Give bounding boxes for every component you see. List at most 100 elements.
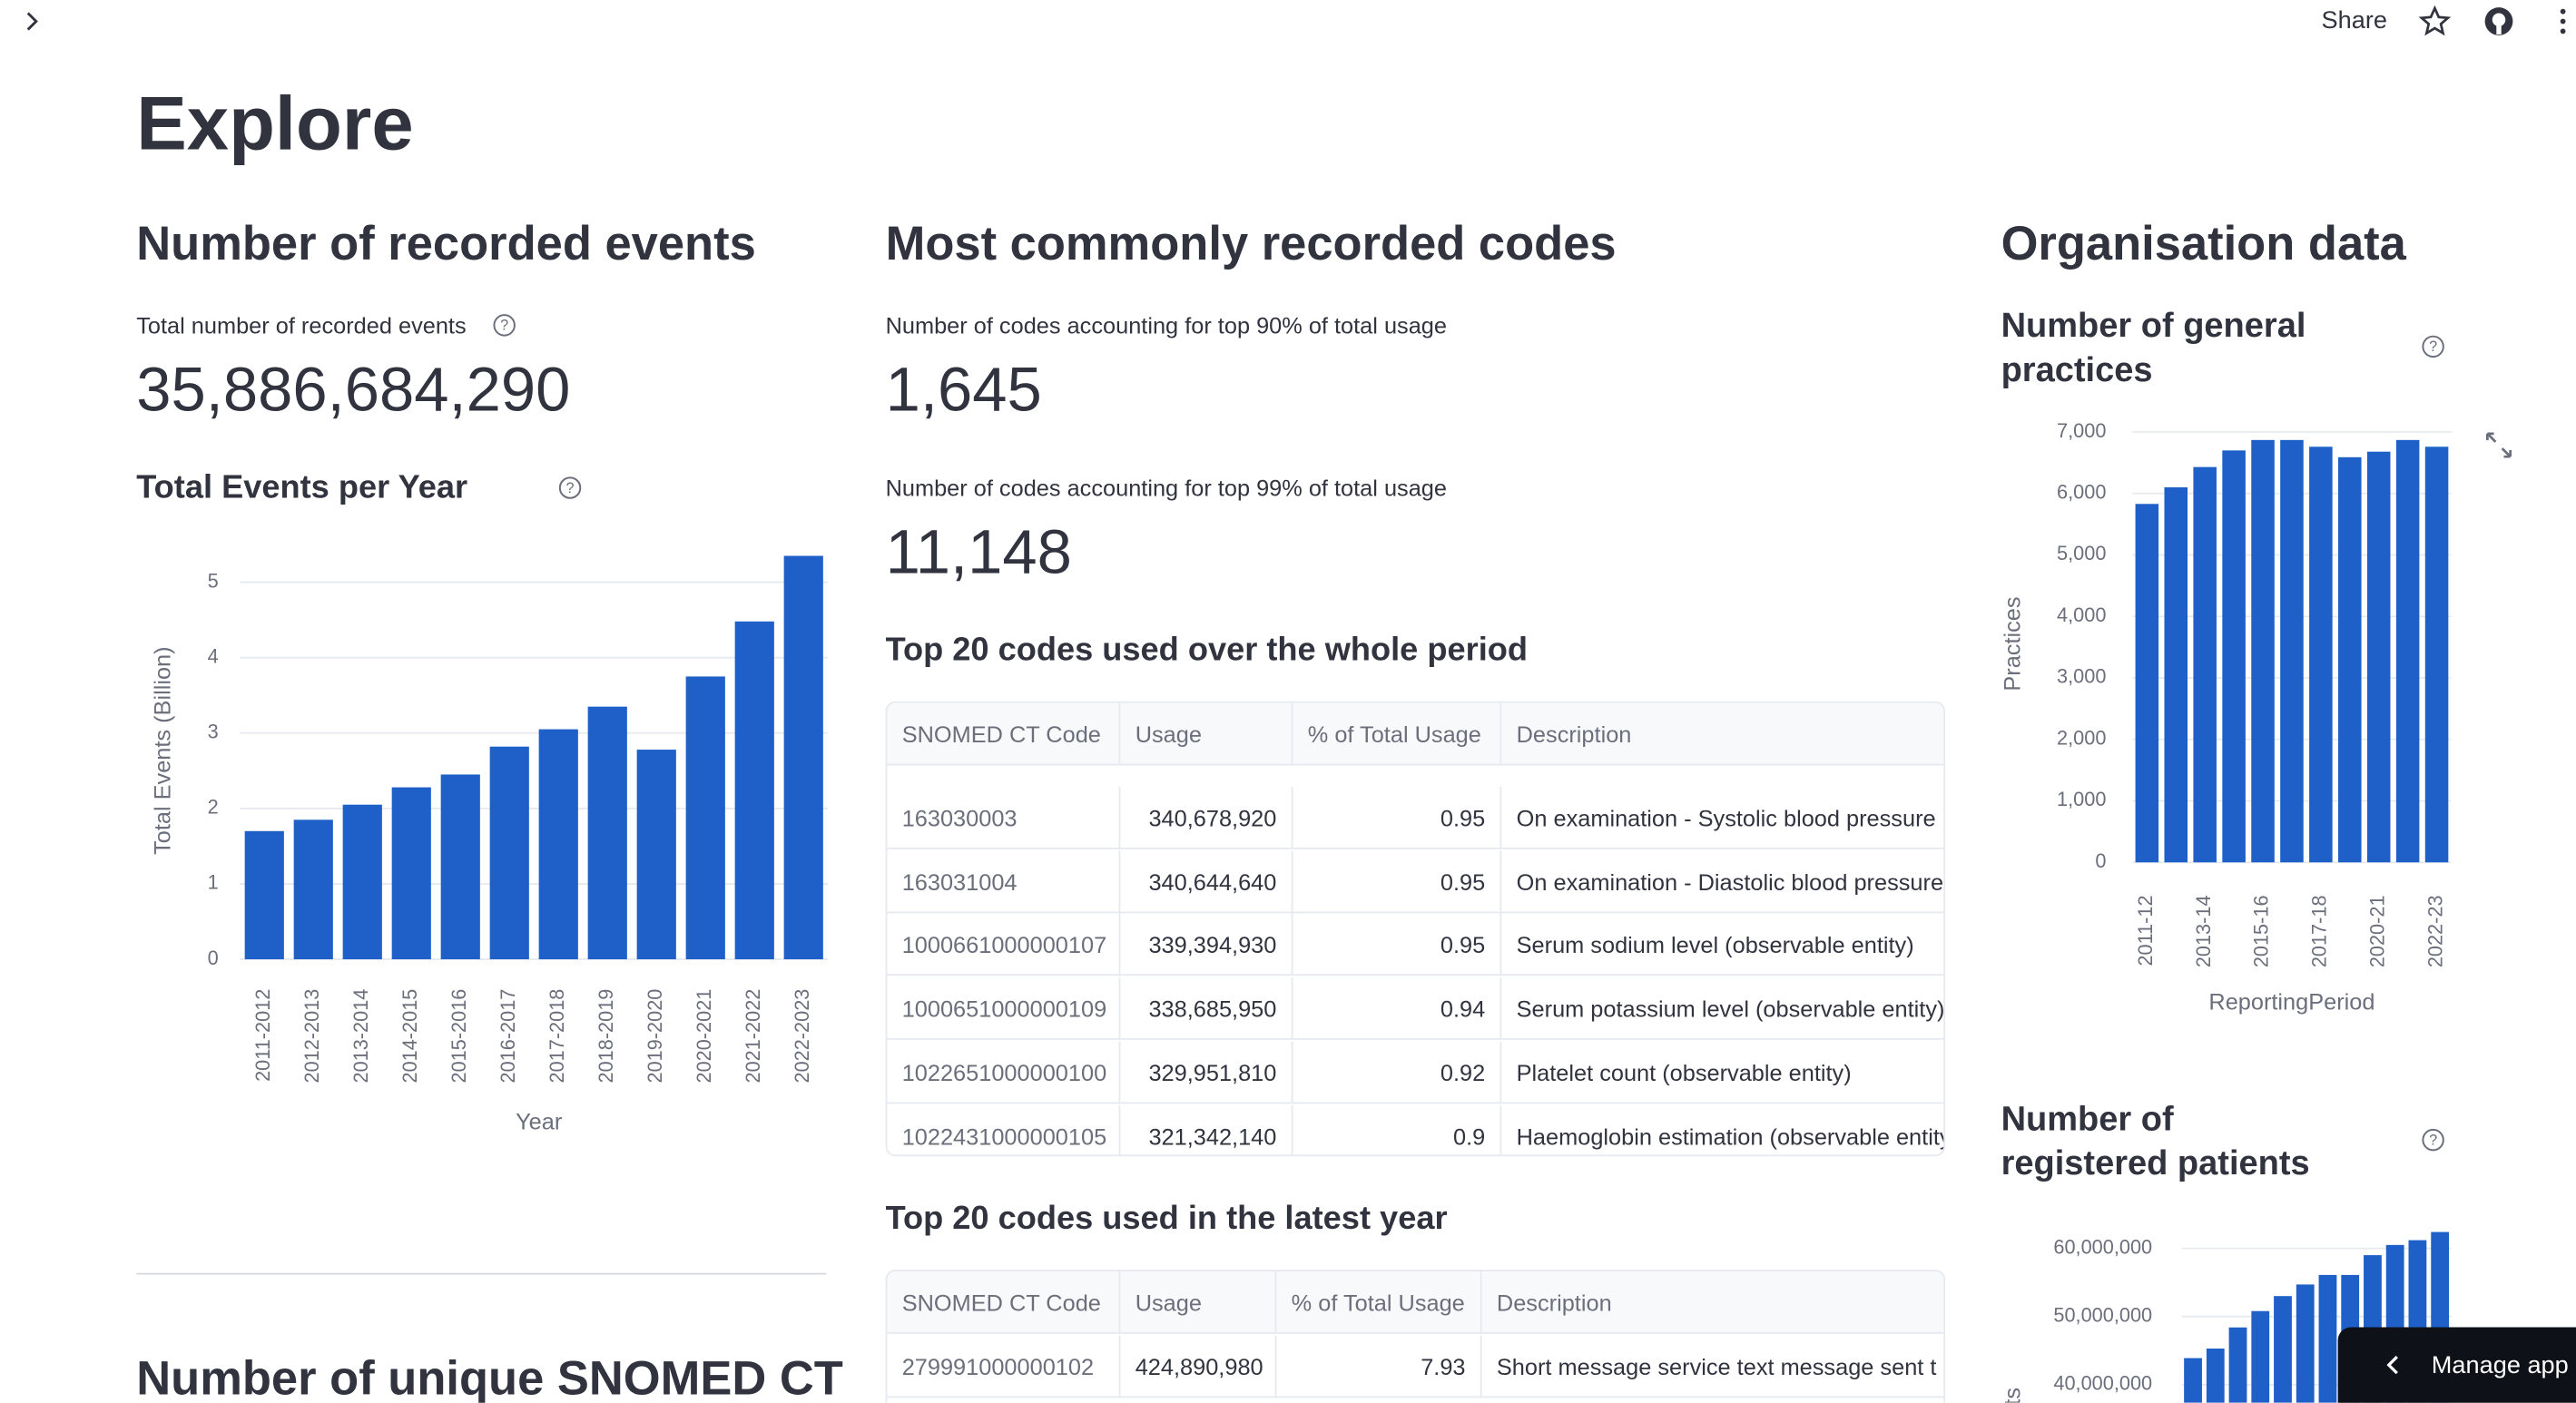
table-title: Top 20 codes used in the latest year — [885, 1201, 1448, 1237]
star-icon[interactable] — [2418, 5, 2452, 37]
table-cell: 338,685,950 — [1120, 977, 1293, 1040]
manage-app-label: Manage app — [2431, 1351, 2569, 1380]
x-axis-title: Year — [516, 1110, 563, 1135]
metric-value: 11,148 — [885, 518, 1072, 588]
y-tick-label: 4 — [208, 644, 219, 667]
x-tick-label: 2020-2021 — [693, 989, 715, 1084]
table-cell: Short message service text message sent … — [1481, 1336, 1944, 1398]
column-header: Usage — [1120, 1271, 1277, 1334]
table-cell: Serum sodium level (observable entity) — [1501, 914, 1944, 976]
share-button[interactable]: Share — [2321, 6, 2387, 35]
y-tick-label: 0 — [208, 947, 219, 969]
help-icon[interactable]: ? — [493, 314, 516, 337]
x-tick-label: 2013-2014 — [349, 989, 372, 1084]
y-tick-label: 5 — [208, 569, 219, 592]
bar — [734, 621, 774, 960]
menu-icon[interactable] — [2553, 6, 2573, 39]
chevron-icon — [2386, 1355, 2398, 1375]
bar — [685, 676, 725, 960]
table-cell: 0.95 — [1293, 850, 1502, 913]
column-header: SNOMED CT Code — [887, 702, 1121, 766]
metric-value: 35,886,684,290 — [136, 356, 571, 426]
x-tick-label: 2015-16 — [2250, 895, 2273, 967]
table-cell: 321,342,140 — [1120, 1104, 1293, 1155]
y-tick-label: 40,000,000 — [2053, 1372, 2152, 1395]
bar — [2206, 1349, 2225, 1403]
table-cell: 340,644,640 — [1120, 850, 1293, 913]
table-cell: 424,890,980 — [1120, 1335, 1277, 1398]
y-tick-label: 4,000 — [2057, 603, 2106, 626]
column-header: SNOMED CT Code — [887, 1271, 1121, 1334]
y-tick-label: 6,000 — [2057, 481, 2106, 504]
section-heading: Number of unique SNOMED CT — [136, 1353, 843, 1403]
table-cell: 0.95 — [1293, 914, 1502, 976]
bar — [2164, 487, 2188, 863]
bar — [2135, 504, 2159, 863]
table-cell: 163030003 — [887, 786, 1121, 849]
sidebar-toggle[interactable] — [20, 8, 46, 34]
x-axis-title: ReportingPeriod — [2208, 990, 2374, 1015]
x-tick-label: 2012-2013 — [300, 989, 323, 1084]
table-cell: 279991000000102 — [887, 1335, 1121, 1398]
github-icon[interactable] — [2483, 5, 2515, 37]
table-cell: 1000651000000109 — [887, 977, 1121, 1040]
table-cell: 163031004 — [887, 850, 1121, 913]
x-tick-label: 2013-14 — [2192, 895, 2215, 967]
help-icon[interactable]: ? — [558, 476, 582, 499]
help-icon[interactable]: ? — [2422, 1128, 2444, 1152]
y-tick-label: 2 — [208, 796, 219, 819]
bar — [2184, 1358, 2202, 1403]
y-tick-label: 50,000,000 — [2053, 1303, 2152, 1326]
bar — [2251, 439, 2275, 863]
bar — [2228, 1327, 2247, 1403]
x-tick-label: 2021-2022 — [742, 989, 764, 1084]
help-icon[interactable]: ? — [2422, 335, 2444, 358]
bar — [2222, 450, 2246, 863]
bar — [293, 819, 333, 960]
bar — [2251, 1310, 2270, 1403]
x-tick-label: 2022-23 — [2424, 895, 2446, 967]
x-tick-label: 2022-2023 — [791, 989, 813, 1084]
table-cell: 329,951,810 — [1120, 1041, 1293, 1104]
bar — [538, 729, 578, 960]
table-cell: 1000661000000107 — [887, 914, 1121, 976]
table-cell: 0.95 — [1293, 786, 1502, 849]
metric-label: Number of codes accounting for top 99% o… — [885, 475, 1447, 502]
bar — [2318, 1274, 2337, 1403]
table-cell: Serum potassium level (observable entity… — [1501, 977, 1944, 1040]
section-heading: Organisation data — [2001, 218, 2406, 271]
x-tick-label: 2011-12 — [2134, 895, 2157, 966]
column-header: % of Total Usage — [1276, 1271, 1482, 1334]
table-title: Top 20 codes used over the whole period — [885, 632, 1528, 669]
chart-title: Number of registered patients — [2001, 1100, 2310, 1183]
manage-app-button[interactable]: Manage app — [2337, 1327, 2576, 1403]
section-heading: Number of recorded events — [136, 218, 756, 271]
page-title: Explore — [136, 80, 414, 166]
column-header: % of Total Usage — [1293, 702, 1502, 766]
column-header: Description — [1481, 1271, 1944, 1334]
metric-label: Number of codes accounting for top 90% o… — [885, 311, 1447, 338]
x-tick-label: 2017-18 — [2308, 895, 2331, 967]
fullscreen-icon[interactable] — [2484, 430, 2514, 460]
bar — [636, 750, 676, 960]
bar — [2280, 439, 2304, 863]
table[interactable]: SNOMED CT Code Usage% of Total Usage Descr… — [885, 1270, 1946, 1403]
table-cell: 7.93 — [1276, 1335, 1482, 1398]
x-tick-label: 2011-2012 — [251, 989, 274, 1082]
table-cell: 1022431000000105 — [887, 1104, 1121, 1155]
svg-text:?: ? — [500, 318, 508, 334]
y-tick-label: 0 — [2095, 849, 2106, 872]
divider — [136, 1272, 827, 1275]
x-tick-label: 2020-21 — [2365, 895, 2388, 967]
practices-chart: 0 1,000 2,000 3,000 4,000 5,000 6,000 7,000 2011… — [2001, 419, 2452, 1015]
x-tick-label: 2014-2015 — [398, 989, 421, 1084]
table-cell: 1022651000000100 — [887, 1041, 1121, 1104]
table[interactable]: SNOMED CT Code Usage% of Total Usage Descr… — [885, 701, 1946, 1157]
bar — [2366, 451, 2391, 863]
y-tick-label: 3,000 — [2057, 665, 2106, 688]
bar — [2193, 466, 2217, 863]
bar — [2309, 446, 2333, 863]
bar — [489, 746, 529, 960]
